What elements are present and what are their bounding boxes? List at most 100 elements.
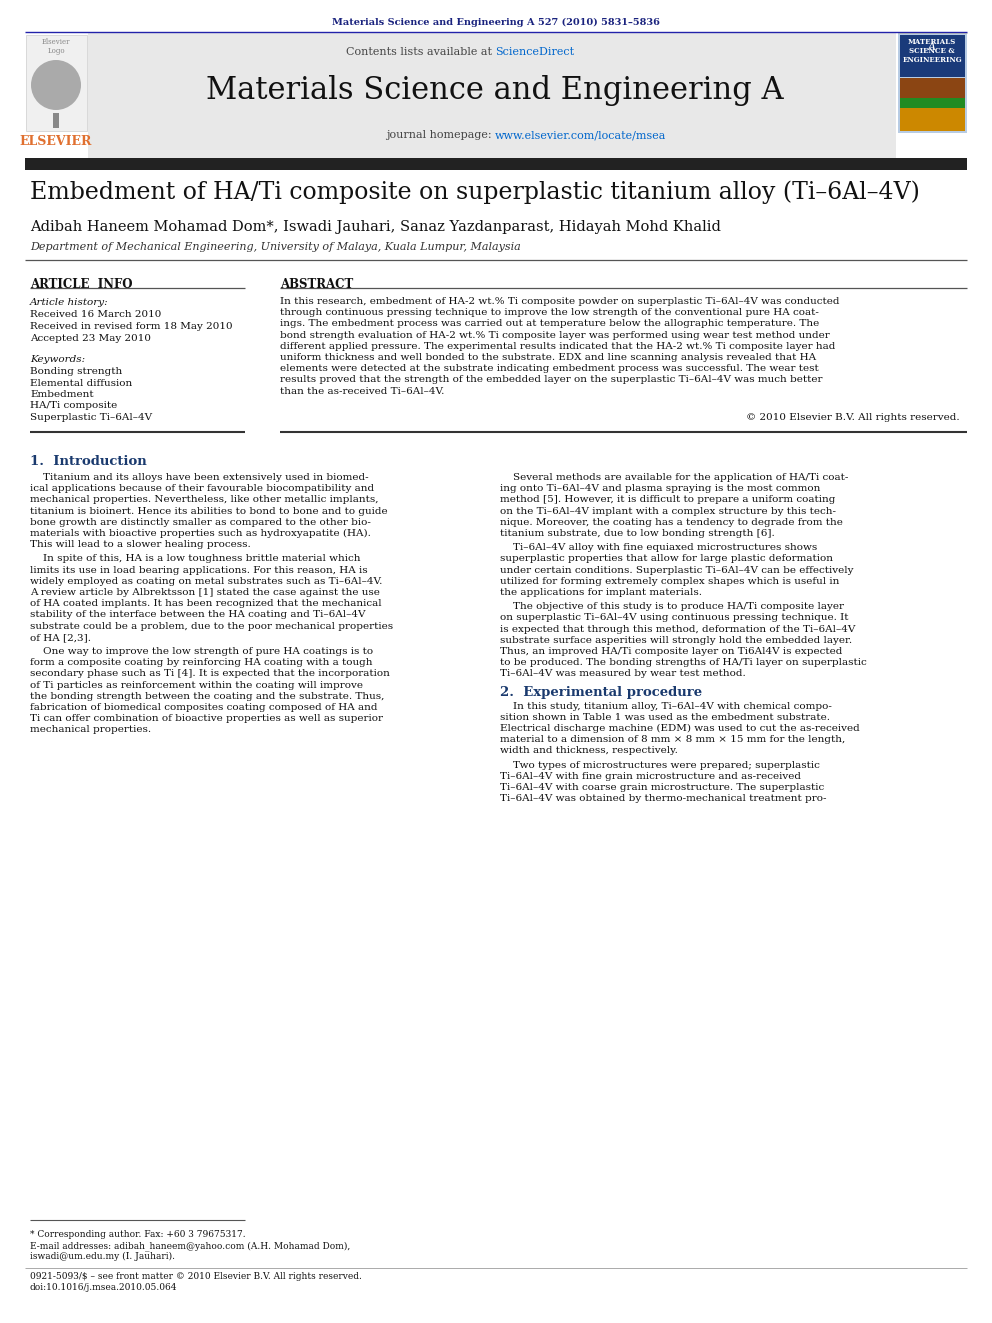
Text: HA/Ti composite: HA/Ti composite — [30, 401, 117, 410]
Text: on superplastic Ti–6Al–4V using continuous pressing technique. It: on superplastic Ti–6Al–4V using continuo… — [500, 614, 848, 622]
Text: MATERIALS
SCIENCE &
ENGINEERING: MATERIALS SCIENCE & ENGINEERING — [902, 38, 962, 65]
Text: 1.  Introduction: 1. Introduction — [30, 455, 147, 468]
Text: 2.  Experimental procedure: 2. Experimental procedure — [500, 685, 702, 699]
Text: through continuous pressing technique to improve the low strength of the convent: through continuous pressing technique to… — [280, 308, 818, 318]
Text: In this research, embedment of HA-2 wt.% Ti composite powder on superplastic Ti–: In this research, embedment of HA-2 wt.%… — [280, 296, 839, 306]
Text: ings. The embedment process was carried out at temperature below the allographic: ings. The embedment process was carried … — [280, 319, 819, 328]
Text: ical applications because of their favourable biocompatibility and: ical applications because of their favou… — [30, 484, 374, 493]
Text: form a composite coating by reinforcing HA coating with a tough: form a composite coating by reinforcing … — [30, 659, 373, 667]
Text: iswadi@um.edu.my (I. Jauhari).: iswadi@um.edu.my (I. Jauhari). — [30, 1252, 175, 1261]
Text: to be produced. The bonding strengths of HA/Ti layer on superplastic: to be produced. The bonding strengths of… — [500, 659, 867, 667]
Text: Superplastic Ti–6Al–4V: Superplastic Ti–6Al–4V — [30, 413, 152, 422]
Text: material to a dimension of 8 mm × 8 mm × 15 mm for the length,: material to a dimension of 8 mm × 8 mm ×… — [500, 736, 845, 745]
Text: the applications for implant materials.: the applications for implant materials. — [500, 587, 702, 597]
Text: A: A — [928, 42, 936, 52]
Text: In this study, titanium alloy, Ti–6Al–4V with chemical compo-: In this study, titanium alloy, Ti–6Al–4V… — [500, 701, 832, 710]
Bar — [898, 33, 967, 134]
Text: nique. Moreover, the coating has a tendency to degrade from the: nique. Moreover, the coating has a tende… — [500, 517, 843, 527]
Text: on the Ti–6Al–4V implant with a complex structure by this tech-: on the Ti–6Al–4V implant with a complex … — [500, 507, 836, 516]
Text: of HA coated implants. It has been recognized that the mechanical: of HA coated implants. It has been recog… — [30, 599, 382, 609]
Text: bond strength evaluation of HA-2 wt.% Ti composite layer was performed using wea: bond strength evaluation of HA-2 wt.% Ti… — [280, 331, 829, 340]
Text: substrate surface asperities will strongly hold the embedded layer.: substrate surface asperities will strong… — [500, 636, 852, 644]
Text: One way to improve the low strength of pure HA coatings is to: One way to improve the low strength of p… — [30, 647, 373, 656]
Text: bone growth are distinctly smaller as compared to the other bio-: bone growth are distinctly smaller as co… — [30, 517, 371, 527]
Text: E-mail addresses: adibah_haneem@yahoo.com (A.H. Mohamad Dom),: E-mail addresses: adibah_haneem@yahoo.co… — [30, 1241, 350, 1250]
Text: doi:10.1016/j.msea.2010.05.064: doi:10.1016/j.msea.2010.05.064 — [30, 1283, 178, 1293]
Text: Department of Mechanical Engineering, University of Malaya, Kuala Lumpur, Malays: Department of Mechanical Engineering, Un… — [30, 242, 521, 251]
Text: than the as-received Ti–6Al–4V.: than the as-received Ti–6Al–4V. — [280, 386, 444, 396]
Text: titanium is bioinert. Hence its abilities to bond to bone and to guide: titanium is bioinert. Hence its abilitie… — [30, 507, 388, 516]
Circle shape — [31, 60, 81, 110]
Text: Bonding strength: Bonding strength — [30, 366, 122, 376]
Text: different applied pressure. The experimental results indicated that the HA-2 wt.: different applied pressure. The experime… — [280, 341, 835, 351]
Text: Two types of microstructures were prepared; superplastic: Two types of microstructures were prepar… — [500, 761, 819, 770]
Text: Ti–6Al–4V alloy with fine equiaxed microstructures shows: Ti–6Al–4V alloy with fine equiaxed micro… — [500, 544, 817, 552]
Text: under certain conditions. Superplastic Ti–6Al–4V can be effectively: under certain conditions. Superplastic T… — [500, 566, 853, 574]
Text: www.elsevier.com/locate/msea: www.elsevier.com/locate/msea — [495, 130, 667, 140]
Text: Received 16 March 2010: Received 16 March 2010 — [30, 310, 162, 319]
Text: sition shown in Table 1 was used as the embedment substrate.: sition shown in Table 1 was used as the … — [500, 713, 830, 722]
Text: stability of the interface between the HA coating and Ti–6Al–4V: stability of the interface between the H… — [30, 610, 365, 619]
Text: is expected that through this method, deformation of the Ti–6Al–4V: is expected that through this method, de… — [500, 624, 855, 634]
Text: Ti–6Al–4V was obtained by thermo-mechanical treatment pro-: Ti–6Al–4V was obtained by thermo-mechani… — [500, 794, 826, 803]
Bar — [25, 157, 967, 169]
Text: widely employed as coating on metal substrates such as Ti–6Al–4V.: widely employed as coating on metal subs… — [30, 577, 382, 586]
Text: Ti–6Al–4V with coarse grain microstructure. The superplastic: Ti–6Al–4V with coarse grain microstructu… — [500, 783, 824, 792]
Text: Accepted 23 May 2010: Accepted 23 May 2010 — [30, 333, 151, 343]
Text: ARTICLE  INFO: ARTICLE INFO — [30, 278, 133, 291]
Text: Article history:: Article history: — [30, 298, 109, 307]
Text: superplastic properties that allow for large plastic deformation: superplastic properties that allow for l… — [500, 554, 833, 564]
Text: of Ti particles as reinforcement within the coating will improve: of Ti particles as reinforcement within … — [30, 680, 363, 689]
Text: Contents lists available at: Contents lists available at — [345, 48, 495, 57]
Text: uniform thickness and well bonded to the substrate. EDX and line scanning analys: uniform thickness and well bonded to the… — [280, 353, 816, 363]
Bar — [900, 34, 965, 77]
Text: width and thickness, respectively.: width and thickness, respectively. — [500, 746, 678, 755]
Text: Titanium and its alloys have been extensively used in biomed-: Titanium and its alloys have been extens… — [30, 474, 369, 482]
Text: Electrical discharge machine (EDM) was used to cut the as-received: Electrical discharge machine (EDM) was u… — [500, 724, 860, 733]
Text: Materials Science and Engineering A 527 (2010) 5831–5836: Materials Science and Engineering A 527 … — [332, 19, 660, 28]
Text: ELSEVIER: ELSEVIER — [20, 135, 92, 148]
Text: Embedment: Embedment — [30, 390, 93, 400]
Bar — [26, 34, 87, 131]
Text: the bonding strength between the coating and the substrate. Thus,: the bonding strength between the coating… — [30, 692, 384, 701]
Text: Ti–6Al–4V with fine grain microstructure and as-received: Ti–6Al–4V with fine grain microstructure… — [500, 771, 801, 781]
Text: Received in revised form 18 May 2010: Received in revised form 18 May 2010 — [30, 321, 233, 331]
Bar — [53, 112, 59, 128]
Text: journal homepage:: journal homepage: — [386, 130, 495, 140]
Text: Elemental diffusion: Elemental diffusion — [30, 378, 132, 388]
Text: Adibah Haneem Mohamad Dom*, Iswadi Jauhari, Sanaz Yazdanparast, Hidayah Mohd Kha: Adibah Haneem Mohamad Dom*, Iswadi Jauha… — [30, 220, 721, 234]
Text: mechanical properties. Nevertheless, like other metallic implants,: mechanical properties. Nevertheless, lik… — [30, 495, 379, 504]
Text: titanium substrate, due to low bonding strength [6].: titanium substrate, due to low bonding s… — [500, 529, 775, 538]
Text: Ti can offer combination of bioactive properties as well as superior: Ti can offer combination of bioactive pr… — [30, 714, 383, 724]
Text: substrate could be a problem, due to the poor mechanical properties: substrate could be a problem, due to the… — [30, 622, 393, 631]
Text: fabrication of biomedical composites coating composed of HA and: fabrication of biomedical composites coa… — [30, 703, 378, 712]
Text: Several methods are available for the application of HA/Ti coat-: Several methods are available for the ap… — [500, 474, 848, 482]
Text: utilized for forming extremely complex shapes which is useful in: utilized for forming extremely complex s… — [500, 577, 839, 586]
Text: 0921-5093/$ – see front matter © 2010 Elsevier B.V. All rights reserved.: 0921-5093/$ – see front matter © 2010 El… — [30, 1271, 362, 1281]
Text: ScienceDirect: ScienceDirect — [495, 48, 574, 57]
Text: * Corresponding author. Fax: +60 3 79675317.: * Corresponding author. Fax: +60 3 79675… — [30, 1230, 246, 1240]
Text: In spite of this, HA is a low toughness brittle material which: In spite of this, HA is a low toughness … — [30, 554, 360, 564]
Text: limits its use in load bearing applications. For this reason, HA is: limits its use in load bearing applicati… — [30, 566, 368, 574]
Bar — [88, 33, 896, 168]
Text: A review article by Albrektsson [1] stated the case against the use: A review article by Albrektsson [1] stat… — [30, 587, 380, 597]
Text: results proved that the strength of the embedded layer on the superplastic Ti–6A: results proved that the strength of the … — [280, 376, 822, 385]
Text: method [5]. However, it is difficult to prepare a uniform coating: method [5]. However, it is difficult to … — [500, 495, 835, 504]
Text: elements were detected at the substrate indicating embedment process was success: elements were detected at the substrate … — [280, 364, 818, 373]
Bar — [900, 78, 965, 98]
Text: Elsevier
Logo: Elsevier Logo — [42, 38, 70, 56]
Text: ABSTRACT: ABSTRACT — [280, 278, 353, 291]
Text: materials with bioactive properties such as hydroxyapatite (HA).: materials with bioactive properties such… — [30, 529, 371, 538]
Text: Thus, an improved HA/Ti composite layer on Ti6Al4V is expected: Thus, an improved HA/Ti composite layer … — [500, 647, 842, 656]
Bar — [900, 108, 965, 131]
Text: Keywords:: Keywords: — [30, 355, 85, 364]
Text: of HA [2,3].: of HA [2,3]. — [30, 632, 91, 642]
Text: This will lead to a slower healing process.: This will lead to a slower healing proce… — [30, 540, 251, 549]
Text: secondary phase such as Ti [4]. It is expected that the incorporation: secondary phase such as Ti [4]. It is ex… — [30, 669, 390, 679]
Text: © 2010 Elsevier B.V. All rights reserved.: © 2010 Elsevier B.V. All rights reserved… — [746, 413, 960, 422]
Text: Materials Science and Engineering A: Materials Science and Engineering A — [206, 75, 784, 106]
Text: The objective of this study is to produce HA/Ti composite layer: The objective of this study is to produc… — [500, 602, 844, 611]
Text: ing onto Ti–6Al–4V and plasma spraying is the most common: ing onto Ti–6Al–4V and plasma spraying i… — [500, 484, 820, 493]
Text: Embedment of HA/Ti composite on superplastic titanium alloy (Ti–6Al–4V): Embedment of HA/Ti composite on superpla… — [30, 180, 920, 204]
Text: mechanical properties.: mechanical properties. — [30, 725, 151, 734]
